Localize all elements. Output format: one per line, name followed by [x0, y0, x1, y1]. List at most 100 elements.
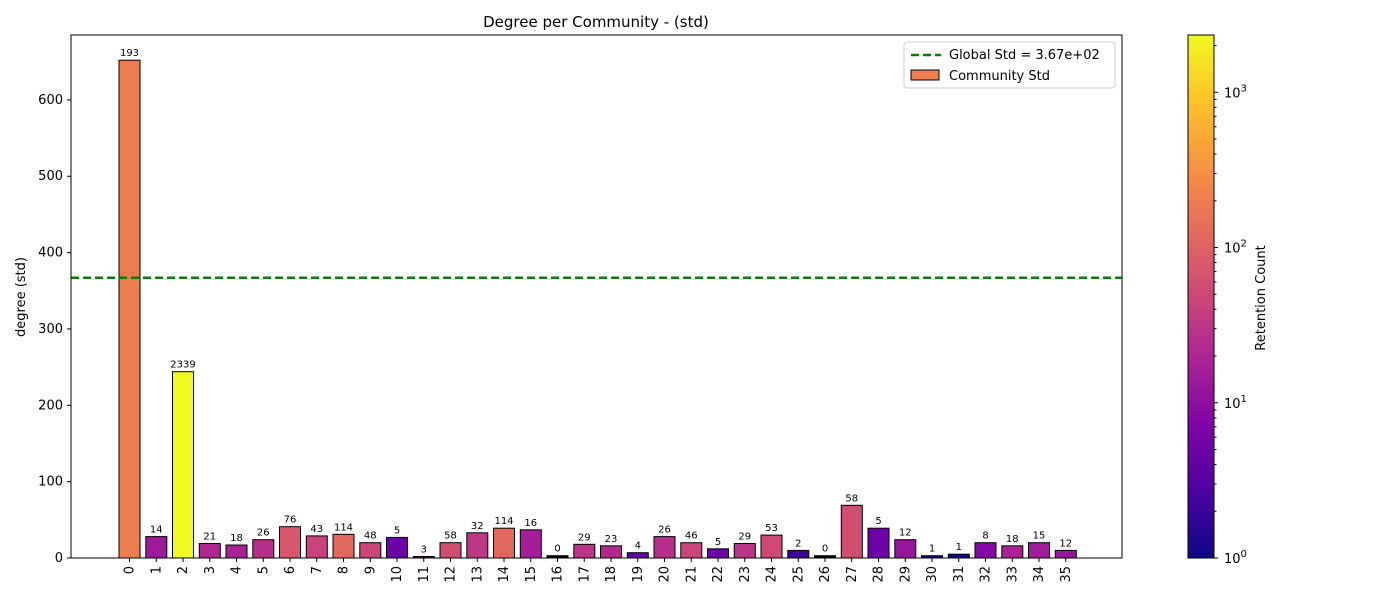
bar-23	[733, 543, 756, 559]
bar-1	[145, 536, 168, 559]
x-tick-label: 34	[1032, 566, 1047, 583]
x-tick-label: 19	[631, 566, 646, 583]
bar-18	[600, 545, 622, 559]
bar-33	[1001, 545, 1024, 559]
bar-label-17: 29	[578, 532, 591, 543]
bar-label-5: 26	[257, 528, 270, 539]
bar-label-22: 5	[715, 537, 721, 548]
y-tick-label: 200	[38, 398, 63, 413]
x-tick-label: 10	[390, 566, 405, 583]
x-tick-label: 9	[363, 566, 378, 574]
bar-5	[252, 539, 275, 559]
chart-title: Degree per Community - (std)	[483, 13, 709, 31]
y-tick-label: 300	[38, 322, 63, 337]
colorbar-gradient	[1187, 34, 1215, 559]
x-tick-label: 17	[577, 566, 592, 583]
x-tick-label: 26	[818, 566, 833, 583]
x-tick-label: 27	[845, 566, 860, 583]
x-tick-label: 33	[1005, 566, 1020, 583]
bar-label-34: 15	[1033, 531, 1046, 542]
bar-label-29: 12	[899, 528, 912, 539]
bar-15	[519, 529, 542, 559]
x-tick-label: 2	[176, 566, 191, 574]
colorbar-tick-label: 100	[1224, 549, 1247, 567]
x-tick-label: 23	[738, 566, 753, 583]
colorbar-tick-label: 102	[1224, 239, 1247, 257]
bar-label-24: 53	[765, 523, 778, 534]
bar-label-18: 23	[605, 534, 618, 545]
bar-28	[867, 527, 890, 559]
bar-label-2: 2339	[170, 360, 195, 371]
bar-17	[573, 543, 596, 559]
bar-label-10: 5	[394, 525, 400, 536]
colorbar-tick-label: 101	[1224, 394, 1247, 412]
bar-34	[1028, 542, 1050, 559]
bar-6	[279, 526, 301, 559]
bar-label-16: 0	[554, 544, 560, 555]
bar-label-23: 29	[738, 532, 751, 543]
bar-label-28: 5	[875, 516, 881, 527]
bar-label-9: 48	[364, 531, 377, 542]
plot-frame	[70, 34, 1123, 559]
bar-12	[439, 542, 462, 559]
x-tick-label: 18	[604, 566, 619, 583]
bar-label-1: 14	[150, 525, 163, 536]
bar-24	[760, 534, 783, 559]
bar-2	[172, 371, 194, 559]
bar-label-30: 1	[929, 544, 935, 555]
legend-series-label: Community Std	[949, 69, 1050, 84]
y-tick-label: 400	[38, 246, 63, 261]
x-tick-label: 1	[149, 566, 164, 574]
x-tick-label: 29	[898, 566, 913, 583]
bar-10	[386, 536, 408, 559]
x-tick-label: 12	[444, 566, 459, 583]
bar-label-20: 26	[658, 525, 671, 536]
x-tick-label: 21	[684, 566, 699, 583]
colorbar-tick-label: 103	[1224, 83, 1247, 101]
y-tick-label: 0	[55, 551, 63, 566]
x-tick-label: 28	[872, 566, 887, 583]
bar-label-8: 114	[334, 522, 353, 533]
colorbar: 100 101 102 103 Retention Count	[1187, 34, 1269, 567]
y-tick-label: 500	[38, 169, 63, 184]
x-tick-label: 11	[417, 566, 432, 583]
bar-label-6: 76	[284, 515, 297, 526]
x-tick-label: 5	[256, 566, 271, 574]
y-axis-label: degree (std)	[14, 257, 29, 337]
bar-25	[787, 549, 810, 559]
x-tick-label: 31	[952, 566, 967, 583]
bar-9	[359, 542, 382, 559]
bar-label-32: 8	[982, 531, 988, 542]
bar-31	[947, 553, 970, 559]
bar-label-0: 193	[120, 48, 139, 59]
x-tick-label: 24	[765, 566, 780, 583]
x-tick-label: 0	[123, 566, 138, 574]
bar-label-19: 4	[635, 541, 641, 552]
bar-label-14: 114	[494, 516, 513, 527]
bar-label-25: 2	[795, 538, 801, 549]
bar-0	[118, 59, 141, 559]
bar-label-12: 58	[444, 531, 457, 542]
bar-label-15: 16	[524, 518, 537, 529]
bar-label-4: 18	[230, 533, 243, 544]
x-tick-label: 32	[979, 566, 994, 583]
x-tick-label: 13	[470, 566, 485, 583]
x-tick-label: 15	[524, 566, 539, 583]
x-tick-label: 3	[203, 566, 218, 574]
x-tick-label: 6	[283, 566, 298, 574]
bar-29	[894, 539, 917, 559]
bar-label-33: 18	[1006, 534, 1019, 545]
bar-label-13: 32	[471, 521, 484, 532]
x-tick-label: 4	[230, 566, 245, 574]
legend: Global Std = 3.67e+02 Community Std	[903, 41, 1116, 89]
bar-4	[225, 544, 248, 559]
y-tick-label: 600	[38, 93, 63, 108]
x-tick-label: 25	[791, 566, 806, 583]
y-tick-label: 100	[38, 475, 63, 490]
bar-label-35: 12	[1059, 538, 1072, 549]
bar-21	[680, 542, 703, 559]
bar-label-3: 21	[203, 532, 216, 543]
bar-19	[626, 552, 649, 559]
x-tick-label: 14	[497, 566, 512, 583]
